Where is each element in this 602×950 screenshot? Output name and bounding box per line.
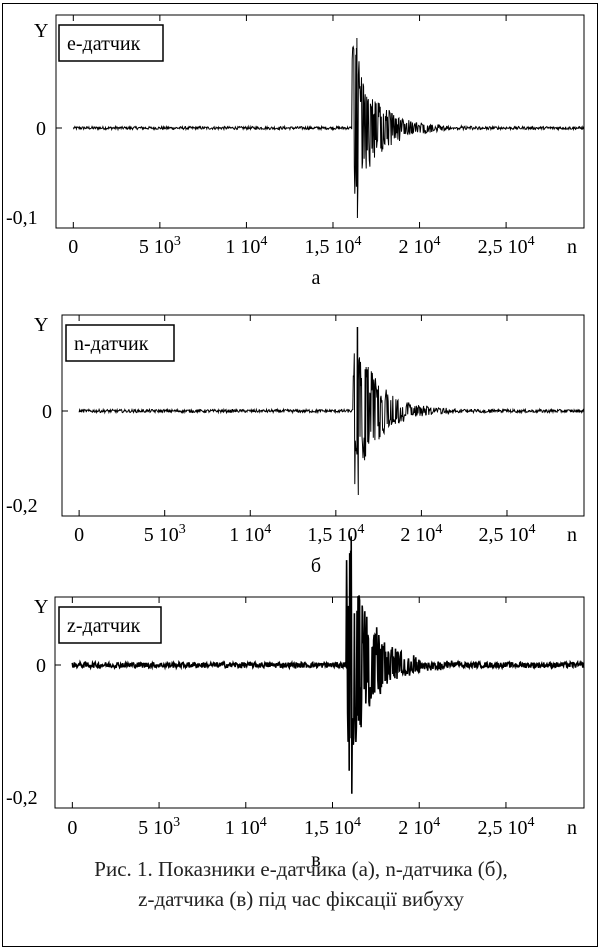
x-tick-label: 2 104 [400,522,442,546]
legend-box [65,324,175,362]
y-tick-label: 0 [42,401,52,423]
x-tick-label: 1,5 104 [307,522,364,546]
x-tick-label: 0 [67,817,77,839]
y-axis-label: Y [34,596,48,618]
panel-label: б [311,555,321,577]
x-tick-label: 0 [68,236,78,258]
y-axis-label: Y [34,20,48,42]
figure-caption-line-1: Рис. 1. Показники е-датчика (а), n-датчи… [94,857,508,881]
x-tick-label: 2,5 104 [477,815,534,839]
chart-panel-2: n-датчик Y 0 -0,2 0 5 103 1 104 1,5 104 2 104 2,5… [6,314,585,577]
x-tick-label: 1 104 [225,815,267,839]
plot-frame [54,596,585,809]
y-tick-label: -0,2 [6,787,38,809]
plot-frame [61,314,585,517]
x-axis-label: n [567,817,577,839]
x-tick-label: 1,5 104 [304,815,361,839]
panel-label: а [312,267,321,289]
chart-panel-3: z-датчик Y 0 -0,2 0 5 103 1 104 1,5 104 2 104 2,5… [6,536,585,871]
chart-panel-1: е-датчик Y 0 -0,1 0 5 103 1 104 1,5 104 2 104 2,5… [6,14,585,289]
panel-label: в [311,849,320,871]
x-tick-label: 5 103 [139,234,181,258]
x-axis-label: n [567,236,577,258]
x-tick-label: 1 104 [229,522,271,546]
legend-box [58,24,164,62]
legend-label: n-датчик [74,333,149,355]
x-tick-label: 2,5 104 [478,234,535,258]
x-tick-label: 2 104 [399,234,441,258]
x-tick-label: 5 103 [138,815,180,839]
x-tick-label: 0 [74,524,84,546]
x-axis-label: n [567,524,577,546]
series-line [78,326,585,496]
series-line [71,536,585,794]
x-tick-label: 1 104 [225,234,267,258]
y-axis-label: Y [34,314,48,336]
plot-frame [55,14,585,229]
y-tick-label: -0,1 [6,207,38,229]
y-tick-label: 0 [36,655,46,677]
x-tick-label: 2,5 104 [478,522,535,546]
legend-label: z-датчик [67,615,141,637]
x-tick-label: 5 103 [144,522,186,546]
y-tick-label: 0 [36,118,46,140]
y-tick-label: -0,2 [6,495,38,517]
x-tick-label: 2 104 [398,815,440,839]
figure-caption-line-2: z-датчика (в) під час фіксації вибуху [138,887,464,911]
legend-box [58,606,162,644]
series-line [72,37,585,219]
legend-label: е-датчик [67,33,141,55]
figure-frame [2,3,598,947]
x-tick-label: 1,5 104 [304,234,361,258]
